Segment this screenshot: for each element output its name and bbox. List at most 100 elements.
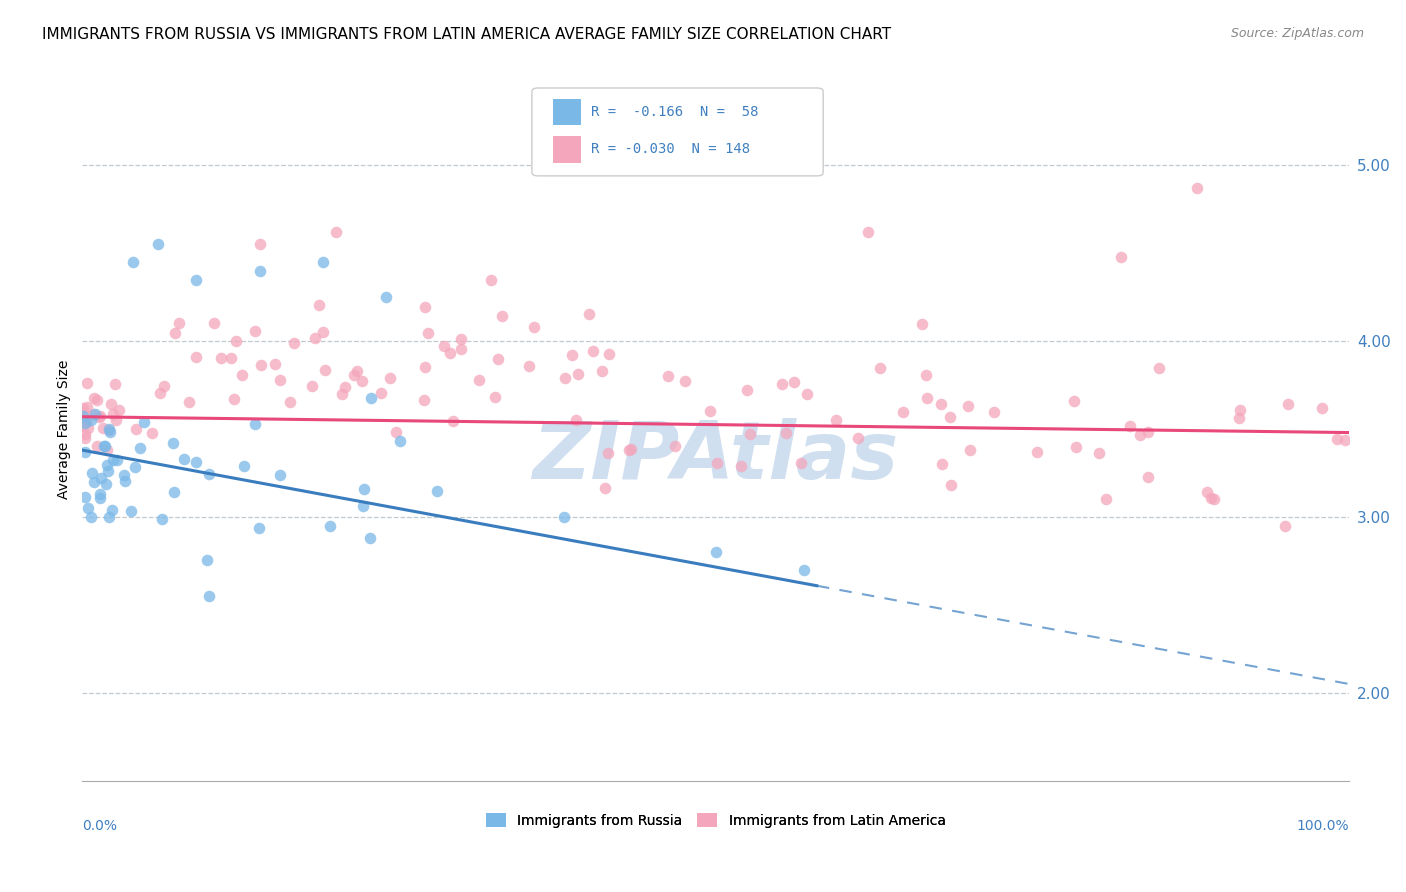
Point bbox=[796, 387, 818, 401]
Point bbox=[567, 368, 589, 382]
Point bbox=[104, 376, 127, 391]
Point bbox=[983, 405, 1005, 419]
Point bbox=[413, 300, 436, 314]
Point bbox=[222, 392, 245, 406]
Point bbox=[479, 272, 502, 286]
Point bbox=[173, 451, 195, 466]
Point bbox=[184, 350, 207, 364]
Point bbox=[578, 307, 600, 321]
Point bbox=[704, 545, 727, 559]
Point bbox=[929, 397, 952, 411]
Point bbox=[105, 452, 128, 467]
Point bbox=[122, 255, 145, 269]
Point bbox=[325, 225, 347, 239]
Point bbox=[319, 519, 342, 533]
Point bbox=[959, 442, 981, 457]
Point bbox=[1199, 491, 1222, 505]
Point bbox=[312, 255, 335, 269]
Point bbox=[598, 446, 620, 460]
Point bbox=[84, 407, 107, 421]
Point bbox=[73, 431, 96, 445]
Point bbox=[523, 320, 546, 334]
Point bbox=[100, 397, 122, 411]
Point bbox=[75, 444, 97, 458]
Point bbox=[486, 351, 509, 366]
Point bbox=[664, 439, 686, 453]
Point bbox=[561, 348, 583, 362]
Point bbox=[219, 351, 242, 365]
Point bbox=[1129, 428, 1152, 442]
Point bbox=[1334, 433, 1357, 447]
Point bbox=[108, 403, 131, 417]
Point bbox=[1185, 181, 1208, 195]
Point bbox=[790, 456, 813, 470]
Point bbox=[1310, 401, 1333, 415]
Point bbox=[100, 425, 122, 439]
Point bbox=[114, 474, 136, 488]
Point bbox=[359, 531, 381, 545]
Point bbox=[104, 413, 127, 427]
Point bbox=[1063, 394, 1085, 409]
Text: 0.0%: 0.0% bbox=[83, 819, 117, 833]
Point bbox=[301, 378, 323, 392]
Point bbox=[72, 406, 94, 420]
Point bbox=[91, 421, 114, 435]
Point bbox=[76, 501, 98, 516]
FancyBboxPatch shape bbox=[554, 136, 581, 162]
Point bbox=[657, 369, 679, 384]
Point bbox=[150, 512, 173, 526]
Point bbox=[450, 343, 472, 357]
Point bbox=[89, 409, 111, 424]
Point bbox=[195, 553, 218, 567]
Point bbox=[1136, 425, 1159, 439]
Point bbox=[162, 484, 184, 499]
Point bbox=[426, 483, 449, 498]
Point bbox=[177, 395, 200, 409]
Point bbox=[730, 459, 752, 474]
Point bbox=[247, 521, 270, 535]
Point bbox=[101, 453, 124, 467]
Point bbox=[931, 457, 953, 471]
Point bbox=[72, 409, 94, 423]
Point bbox=[413, 359, 436, 374]
Point bbox=[231, 368, 253, 382]
Point bbox=[793, 563, 815, 577]
Point bbox=[1326, 433, 1348, 447]
Point bbox=[1095, 492, 1118, 507]
Point bbox=[706, 456, 728, 470]
Text: IMMIGRANTS FROM RUSSIA VS IMMIGRANTS FROM LATIN AMERICA AVERAGE FAMILY SIZE CORR: IMMIGRANTS FROM RUSSIA VS IMMIGRANTS FRO… bbox=[42, 27, 891, 42]
Point bbox=[1064, 440, 1087, 454]
Point bbox=[620, 442, 643, 456]
Point bbox=[134, 415, 156, 429]
Point bbox=[72, 419, 94, 434]
Point bbox=[250, 359, 273, 373]
Point bbox=[915, 368, 938, 382]
Point bbox=[82, 467, 104, 481]
Point bbox=[101, 407, 124, 421]
Point bbox=[856, 225, 879, 239]
Point bbox=[278, 395, 301, 409]
Point bbox=[782, 375, 804, 389]
Point bbox=[312, 325, 335, 339]
Point bbox=[283, 335, 305, 350]
Point bbox=[75, 490, 97, 504]
Point bbox=[370, 386, 392, 401]
Point bbox=[72, 401, 94, 416]
Point bbox=[249, 237, 271, 252]
Point bbox=[1277, 397, 1299, 411]
Point bbox=[73, 416, 96, 430]
Point bbox=[617, 443, 640, 458]
Point bbox=[1195, 484, 1218, 499]
Point bbox=[939, 478, 962, 492]
Point bbox=[86, 392, 108, 407]
Point bbox=[699, 404, 721, 418]
Point bbox=[82, 407, 104, 421]
Point bbox=[128, 442, 150, 456]
Point bbox=[956, 399, 979, 413]
Point bbox=[740, 426, 762, 441]
Text: Source: ZipAtlas.com: Source: ZipAtlas.com bbox=[1230, 27, 1364, 40]
Point bbox=[1229, 403, 1251, 417]
Point bbox=[378, 371, 401, 385]
Point bbox=[360, 391, 382, 405]
Point bbox=[1202, 492, 1225, 507]
